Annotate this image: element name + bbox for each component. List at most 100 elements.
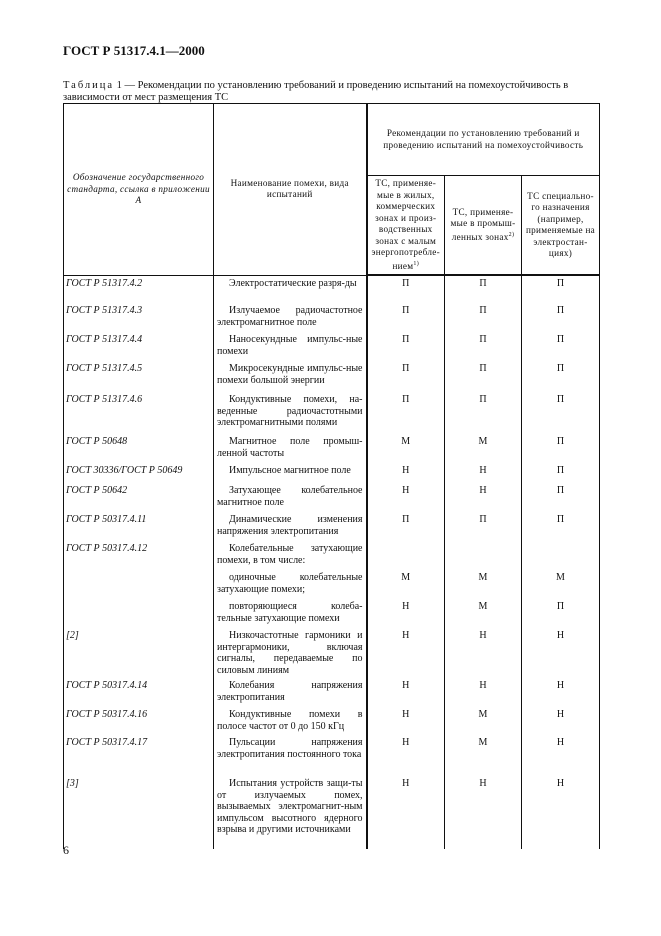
interference-cell: Затухающее колебательное магнитное поле: [213, 483, 368, 513]
interference-cell: одиночные колебательные затухающие помех…: [213, 570, 368, 600]
industrial-value: М: [444, 599, 522, 629]
table-row: ГОСТ Р 51317.4.2 Электростатические разр…: [63, 275, 600, 304]
interference-cell: Колебания напряжения электропитания: [213, 678, 368, 708]
standard-cell: [2]: [63, 628, 214, 679]
residential-value: Н: [366, 628, 445, 679]
interference-cell: Магнитное поле промыш-ленной частоты: [213, 434, 368, 464]
standard-cell: ГОСТ Р 50642: [63, 483, 214, 513]
table-caption: Таблица 1 — Рекомендации по установлению…: [63, 80, 603, 104]
standard-cell: ГОСТ Р 50648: [63, 434, 214, 464]
industrial-value: М: [444, 434, 522, 464]
page-number: 6: [63, 843, 69, 857]
standard-cell: [63, 570, 214, 600]
standard-cell: ГОСТ 30336/ГОСТ Р 50649: [63, 463, 214, 484]
standard-cell: [3]: [63, 776, 214, 850]
residential-value: [366, 541, 445, 571]
interference-cell: Микросекундные импульс-ные помехи большо…: [213, 361, 368, 393]
table-row: [3] Испытания устройств защи-ты от излуч…: [63, 776, 600, 850]
industrial-value: П: [444, 332, 522, 362]
special-value: П: [521, 463, 600, 484]
industrial-value: П: [444, 303, 522, 333]
interference-cell: Наносекундные импульс-ные помехи: [213, 332, 368, 362]
standard-cell: ГОСТ Р 51317.4.5: [63, 361, 214, 393]
special-value: П: [521, 275, 600, 304]
residential-value: П: [366, 275, 445, 304]
industrial-value: М: [444, 570, 522, 600]
table-row: ГОСТ Р 51317.4.3 Излучаемое радиочастотн…: [63, 303, 600, 333]
residential-value: Н: [366, 483, 445, 513]
special-value: [521, 541, 600, 571]
industrial-value: П: [444, 392, 522, 435]
table-row: одиночные колебательные затухающие помех…: [63, 570, 600, 600]
special-value: Н: [521, 707, 600, 736]
table-row: ГОСТ 30336/ГОСТ Р 50649 Импульсное магни…: [63, 463, 600, 484]
residential-value: Н: [366, 707, 445, 736]
standard-cell: ГОСТ Р 50317.4.17: [63, 735, 214, 777]
interference-cell: Импульсное магнитное поле: [213, 463, 368, 484]
special-value: П: [521, 512, 600, 542]
table-row: ГОСТ Р 50317.4.16 Кондуктивные помехи в …: [63, 707, 600, 736]
table-row: ГОСТ Р 51317.4.5 Микросекундные импульс-…: [63, 361, 600, 393]
interference-cell: Излучаемое радиочастотное электромагнитн…: [213, 303, 368, 333]
residential-value: М: [366, 570, 445, 600]
industrial-value: Н: [444, 483, 522, 513]
header-standard: Обозначение государственного стандарта, …: [63, 103, 214, 276]
interference-cell: Динамические изменения напряжения электр…: [213, 512, 368, 542]
interference-cell: Кондуктивные помехи в полосе частот от 0…: [213, 707, 368, 736]
header-residential: ТС, применяе-мые в жилых, коммерческих з…: [366, 175, 445, 277]
industrial-value: [444, 541, 522, 571]
document-title: ГОСТ Р 51317.4.1—2000: [63, 43, 205, 58]
table-row: ГОСТ Р 51317.4.4 Наносекундные импульс-н…: [63, 332, 600, 362]
special-value: Н: [521, 735, 600, 777]
standard-cell: ГОСТ Р 51317.4.4: [63, 332, 214, 362]
standard-cell: ГОСТ Р 51317.4.6: [63, 392, 214, 435]
interference-cell: Низкочастотные гармоники и интергармоник…: [213, 628, 368, 679]
header-recommendations: Рекомендации по установлению требований …: [366, 103, 600, 176]
industrial-value: П: [444, 275, 522, 304]
header-interference: Наименование помехи, вида испытаний: [213, 103, 368, 276]
standard-cell: ГОСТ Р 50317.4.12: [63, 541, 214, 571]
residential-value: П: [366, 303, 445, 333]
residential-value: П: [366, 361, 445, 393]
table-row: ГОСТ Р 51317.4.6 Кондуктивные помехи, на…: [63, 392, 600, 435]
industrial-value: Н: [444, 628, 522, 679]
special-value: Н: [521, 776, 600, 850]
special-value: П: [521, 303, 600, 333]
industrial-value: Н: [444, 776, 522, 850]
residential-value: Н: [366, 678, 445, 708]
special-value: П: [521, 434, 600, 464]
table-row: ГОСТ Р 50642 Затухающее колебательное ма…: [63, 483, 600, 513]
interference-cell: Колебательные затухающие помехи, в том ч…: [213, 541, 368, 571]
standard-cell: ГОСТ Р 50317.4.14: [63, 678, 214, 708]
residential-value: П: [366, 332, 445, 362]
table-row: повторяющиеся колеба-тельные затухающие …: [63, 599, 600, 629]
industrial-value: Н: [444, 678, 522, 708]
table-row: ГОСТ Р 50648 Магнитное поле промыш-ленно…: [63, 434, 600, 464]
standard-cell: [63, 599, 214, 629]
standard-cell: ГОСТ Р 51317.4.2: [63, 275, 214, 304]
table-row: [2] Низкочастотные гармоники и интергарм…: [63, 628, 600, 679]
industrial-value: П: [444, 512, 522, 542]
special-value: Н: [521, 628, 600, 679]
table-row: ГОСТ Р 50317.4.17 Пульсации напряжения э…: [63, 735, 600, 777]
residential-value: Н: [366, 776, 445, 850]
residential-value: Н: [366, 463, 445, 484]
special-value: П: [521, 332, 600, 362]
standard-cell: ГОСТ Р 50317.4.16: [63, 707, 214, 736]
table-row: ГОСТ Р 50317.4.11 Динамические изменения…: [63, 512, 600, 542]
interference-cell: Испытания устройств защи-ты от излучаемы…: [213, 776, 368, 850]
special-value: Н: [521, 678, 600, 708]
interference-cell: Кондуктивные помехи, на-веденные радиоча…: [213, 392, 368, 435]
recommendations-table: Обозначение государственного стандарта, …: [63, 103, 600, 850]
special-value: П: [521, 392, 600, 435]
interference-cell: повторяющиеся колеба-тельные затухающие …: [213, 599, 368, 629]
residential-value: П: [366, 392, 445, 435]
header-industrial: ТС, применяе-мые в промыш-ленных зонах2): [444, 175, 522, 277]
special-value: М: [521, 570, 600, 600]
residential-value: Н: [366, 599, 445, 629]
table-row: ГОСТ Р 50317.4.12 Колебательные затухающ…: [63, 541, 600, 571]
interference-cell: Пульсации напряжения электропитания пост…: [213, 735, 368, 777]
caption-label: Таблица: [63, 80, 115, 91]
residential-value: М: [366, 434, 445, 464]
industrial-value: М: [444, 735, 522, 777]
